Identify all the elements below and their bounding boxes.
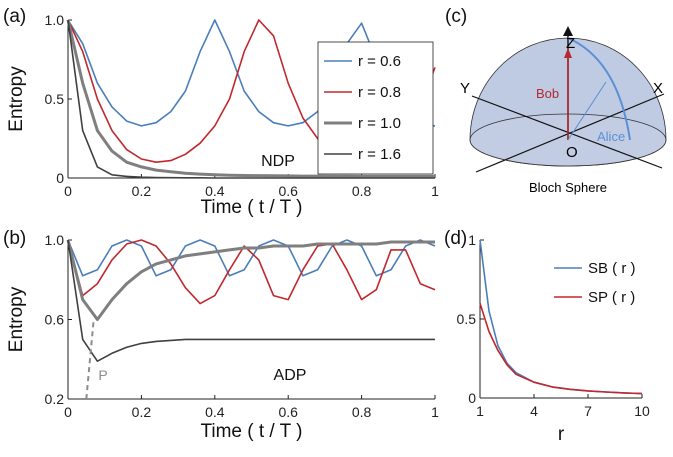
alice-label: Alice bbox=[597, 129, 625, 144]
x-tick-label: 0.4 bbox=[205, 404, 225, 420]
alice-vector bbox=[567, 81, 607, 141]
x-tick-label: 0.2 bbox=[132, 183, 152, 199]
diagram-caption: Bloch Sphere bbox=[529, 180, 607, 195]
y-tick-label: 0.6 bbox=[45, 312, 65, 328]
y-tick-label: 0.5 bbox=[457, 311, 477, 327]
x-tick-label: 4 bbox=[530, 403, 538, 419]
origin-label: O bbox=[566, 144, 578, 161]
x-tick-label: 0.4 bbox=[205, 183, 225, 199]
y-label: Y bbox=[460, 80, 470, 97]
series-line bbox=[85, 319, 95, 400]
z-label: Z bbox=[566, 35, 575, 52]
panel-label: (c) bbox=[445, 6, 467, 27]
x-tick-label: 7 bbox=[584, 403, 592, 419]
series-line bbox=[67, 239, 436, 305]
series-line bbox=[67, 239, 435, 362]
panel-label: (a) bbox=[3, 6, 26, 27]
bloch-diagram: (c) Z Y X Bob Alice O Bloch Sphere bbox=[445, 6, 667, 195]
legend-label: r = 0.6 bbox=[358, 53, 401, 70]
legend-label: SB ( r ) bbox=[588, 260, 636, 277]
x-tick-label: 0.6 bbox=[278, 404, 298, 420]
chart-panel: (a) 0 0.2 0.4 0.6 0.8 1 0 0.5 1.0 Time ( t / T ) En… bbox=[3, 6, 439, 218]
x-tick-label: 1 bbox=[431, 183, 439, 199]
x-tick-label: 1 bbox=[431, 404, 439, 420]
x-tick-label: 0 bbox=[64, 404, 72, 420]
series-line bbox=[67, 19, 435, 179]
y-axis-line bbox=[471, 95, 663, 169]
y-tick-label: 1 bbox=[468, 232, 476, 248]
x-tick-label: 0.6 bbox=[278, 183, 298, 199]
y-tick-label: 0 bbox=[468, 390, 476, 406]
x-tick-label: 0 bbox=[64, 183, 72, 199]
x-tick-label: 0.8 bbox=[352, 183, 372, 199]
x-tick-label: 0.2 bbox=[132, 404, 152, 420]
x-tick-label: 1 bbox=[476, 403, 484, 419]
x-axis-title: Time ( t / T ) bbox=[200, 197, 302, 218]
annotation: ADP bbox=[274, 367, 307, 384]
y-tick-label: 0.5 bbox=[45, 91, 65, 107]
series-line bbox=[66, 19, 435, 178]
series-line bbox=[66, 239, 435, 321]
bob-arrow bbox=[564, 48, 572, 58]
alice-arc bbox=[567, 37, 631, 141]
series-line bbox=[67, 239, 436, 277]
legend-label: r = 0.8 bbox=[358, 84, 401, 101]
legend-box bbox=[317, 41, 434, 175]
x-axis-title: Time ( t / T ) bbox=[200, 421, 302, 442]
series-line bbox=[479, 302, 643, 395]
z-arrow bbox=[563, 26, 573, 36]
y-axis-title: Entropy bbox=[6, 286, 27, 352]
bob-label: Bob bbox=[536, 86, 559, 101]
x-axis-line bbox=[475, 93, 665, 173]
annotation: NDP bbox=[261, 153, 295, 170]
y-tick-label: 0 bbox=[56, 170, 64, 186]
x-tick-label: 10 bbox=[634, 403, 650, 419]
y-tick-label: 1.0 bbox=[45, 12, 65, 28]
legend-label: r = 1.6 bbox=[358, 146, 401, 163]
y-tick-label: 1.0 bbox=[45, 232, 65, 248]
legend-label: SP ( r ) bbox=[588, 289, 635, 306]
x-label: X bbox=[653, 80, 663, 97]
y-tick-label: 0.2 bbox=[45, 391, 65, 407]
y-axis-title: Entropy bbox=[6, 66, 27, 132]
legend-label: r = 1.0 bbox=[358, 115, 401, 132]
panel-label: (d) bbox=[444, 228, 467, 249]
panel-label: (b) bbox=[3, 228, 26, 249]
annotation: P bbox=[98, 367, 107, 383]
x-tick-label: 0.8 bbox=[352, 404, 372, 420]
x-axis-title: r bbox=[558, 424, 565, 445]
